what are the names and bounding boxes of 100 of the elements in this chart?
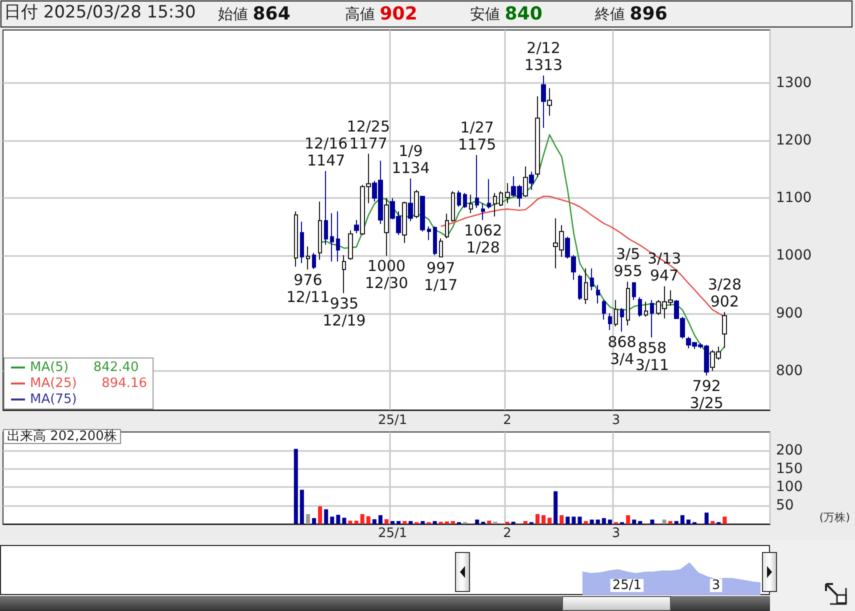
- candlestick: [336, 210, 340, 262]
- x-tick-label: 25/1: [378, 526, 408, 541]
- bar: [523, 521, 528, 524]
- bar: [384, 519, 388, 524]
- candlestick: [457, 190, 461, 208]
- bar: [674, 521, 678, 524]
- candlestick: [541, 74, 546, 128]
- annotation: 2/12 1313: [524, 38, 563, 74]
- bar: [354, 520, 358, 524]
- bar: [444, 521, 449, 524]
- candlestick: [529, 171, 534, 191]
- text: 高値 902: [345, 4, 418, 24]
- candlestick: [342, 254, 346, 294]
- candlestick: [650, 300, 654, 338]
- bar: [626, 515, 630, 524]
- candlestick: [384, 198, 389, 256]
- candlestick: [348, 230, 353, 260]
- candlestick: [578, 274, 582, 301]
- bar: [402, 521, 407, 524]
- annotation: 1000 12/30: [364, 257, 408, 292]
- bar: [710, 521, 715, 524]
- annotation: 868 3/4: [608, 333, 636, 368]
- y-tick-label: 50: [776, 498, 794, 514]
- candlestick: [620, 308, 624, 332]
- candlestick: [306, 246, 310, 270]
- candlestick: [433, 226, 437, 256]
- bar: [348, 520, 352, 524]
- x-tick-label: 2: [503, 413, 512, 428]
- bar: [378, 515, 382, 524]
- bar: [330, 516, 334, 524]
- candlestick: [481, 202, 485, 220]
- y-tick-label: 200: [776, 442, 803, 458]
- bar: [680, 515, 684, 524]
- bar: [662, 520, 666, 524]
- bar: [450, 521, 455, 524]
- candlestick: [584, 268, 588, 305]
- bar: [596, 520, 600, 524]
- candlestick: [614, 300, 618, 328]
- chart-title: 日付 2025/03/28 15:30: [4, 2, 196, 22]
- y-tick-label: 150: [776, 460, 803, 477]
- candlestick: [608, 312, 612, 330]
- annotation: 1/27 1175: [458, 118, 496, 154]
- bar: [396, 521, 401, 524]
- legend-label: MA(75): [30, 392, 77, 407]
- candlestick: [324, 170, 328, 246]
- annotation: 12/25 1177: [346, 117, 390, 152]
- text: MA(25) 894.16: [30, 376, 148, 391]
- candlestick: [602, 300, 606, 320]
- annotation: 858 3/11: [635, 338, 670, 374]
- bar: [312, 518, 316, 524]
- bar: [336, 514, 340, 524]
- bar: [535, 514, 540, 524]
- candlestick: [493, 192, 497, 218]
- candlestick: [451, 190, 455, 222]
- annotation: 997 1/17: [424, 258, 458, 294]
- candlestick: [499, 190, 503, 207]
- bar: [432, 521, 437, 524]
- bar: [294, 448, 298, 524]
- annotation: 3/28 902: [708, 276, 742, 311]
- candlestick: [590, 268, 594, 291]
- bar: [608, 520, 612, 524]
- candlestick: [463, 192, 467, 208]
- candlestick: [294, 210, 298, 268]
- bar: [584, 521, 588, 524]
- candlestick: [469, 194, 473, 214]
- annotation: 1062 1/28: [464, 222, 502, 256]
- y-tick-label: 900: [776, 305, 803, 322]
- bar: [590, 520, 594, 524]
- candlestick: [402, 201, 407, 244]
- bar: [487, 520, 492, 524]
- bar: [686, 520, 690, 524]
- candlestick: [523, 166, 528, 198]
- candlestick: [408, 178, 413, 222]
- bar: [554, 491, 558, 524]
- candlestick: [312, 252, 316, 270]
- bar: [722, 516, 727, 524]
- candlestick: [427, 226, 431, 241]
- annotation: 12/16 1147: [304, 134, 348, 170]
- candlestick: [626, 281, 630, 326]
- bar: [360, 514, 364, 524]
- candlestick: [644, 301, 648, 318]
- chart-title: 出来高 202,200株: [7, 428, 117, 444]
- x-tick-label: 3: [712, 578, 720, 593]
- candlestick: [505, 182, 510, 204]
- y-axis-title: (万株): [819, 511, 850, 524]
- x-tick-label: 3: [612, 526, 620, 541]
- bar: [704, 512, 709, 524]
- bar: [300, 490, 304, 524]
- annotation: 1/9 1134: [392, 142, 430, 178]
- candlestick: [632, 282, 636, 301]
- bar: [650, 520, 654, 524]
- candlestick: [638, 296, 642, 318]
- bar: [372, 519, 376, 524]
- y-tick-label: 100: [776, 479, 803, 496]
- candlestick: [596, 284, 600, 304]
- candlestick: [487, 178, 491, 209]
- bar: [366, 516, 370, 524]
- candlestick: [420, 195, 425, 232]
- x-tick-label: 25/1: [378, 413, 408, 428]
- candlestick: [475, 154, 479, 208]
